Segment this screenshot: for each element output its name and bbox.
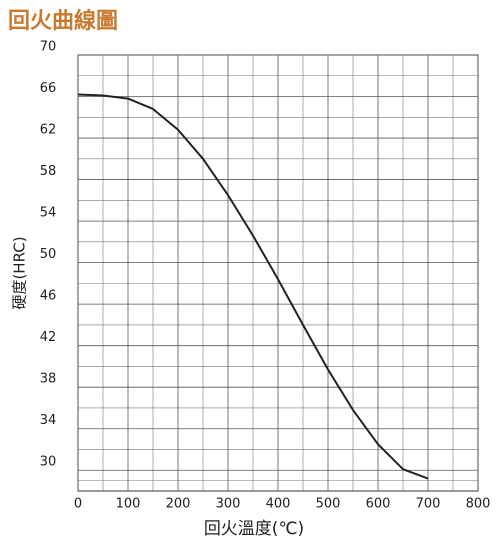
y-tick-label: 50 bbox=[40, 247, 57, 262]
y-tick-label: 42 bbox=[40, 330, 57, 345]
x-tick-label: 100 bbox=[116, 497, 141, 512]
x-tick-label: 700 bbox=[416, 497, 441, 512]
x-tick-label: 0 bbox=[74, 497, 82, 512]
x-tick-label: 400 bbox=[266, 497, 291, 512]
y-tick-label: 30 bbox=[40, 455, 57, 470]
y-tick-label: 34 bbox=[40, 413, 57, 428]
y-tick-label: 46 bbox=[40, 289, 57, 304]
x-tick-label: 500 bbox=[316, 497, 341, 512]
x-tick-label: 600 bbox=[366, 497, 391, 512]
x-tick-label: 300 bbox=[216, 497, 241, 512]
y-tick-label: 38 bbox=[40, 372, 57, 387]
x-axis-label: 回火溫度(℃) bbox=[204, 519, 304, 539]
y-axis-label: 硬度(HRC) bbox=[11, 236, 29, 309]
y-tick-label: 66 bbox=[40, 81, 57, 96]
y-tick-label: 58 bbox=[40, 164, 57, 179]
curve bbox=[77, 93, 429, 480]
y-tick-label: 62 bbox=[40, 123, 57, 138]
y-tick-label: 54 bbox=[40, 206, 57, 221]
y-tick-label: 70 bbox=[40, 40, 57, 55]
x-tick-label: 200 bbox=[166, 497, 191, 512]
x-tick-label: 800 bbox=[466, 497, 491, 512]
chart-title: 回火曲線圖 bbox=[8, 8, 118, 34]
